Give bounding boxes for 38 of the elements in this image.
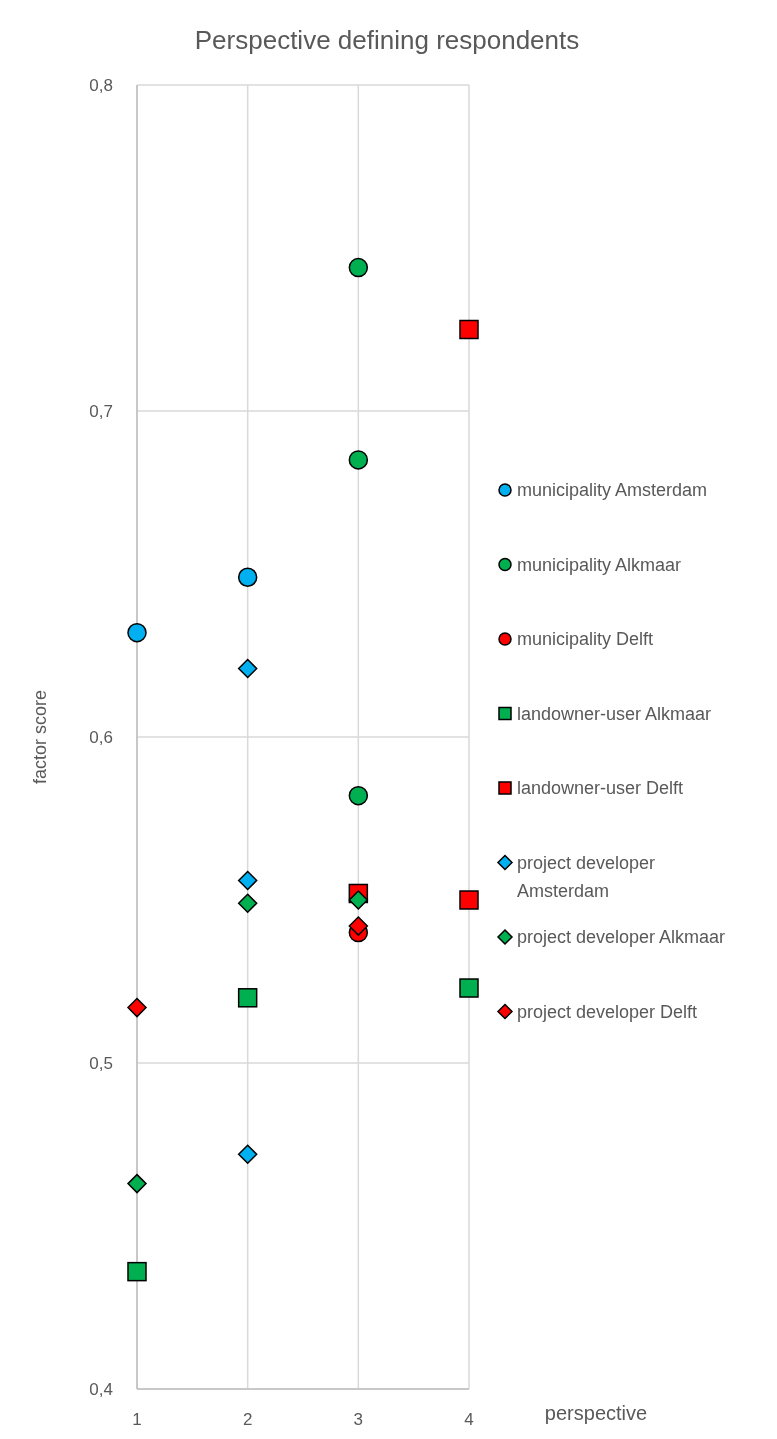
point (127, 1261, 147, 1282)
x-tick-label: 4 (464, 1409, 474, 1429)
point (237, 870, 258, 891)
x-tick-label: 1 (132, 1409, 142, 1429)
y-axis-title: factor score (30, 689, 51, 785)
legend-label: project developer Amsterdam (517, 852, 656, 901)
point (237, 893, 258, 914)
point (237, 658, 258, 679)
legend-label: municipality Amsterdam (517, 480, 708, 501)
point (348, 257, 369, 278)
legend-label: landowner-user Delft (517, 778, 684, 799)
legend-label: municipality Delft (517, 629, 654, 650)
point (237, 567, 258, 588)
point (348, 916, 369, 936)
y-tick-label: 0,7 (89, 401, 113, 421)
point (348, 890, 369, 910)
point (348, 450, 369, 470)
x-tick-label: 3 (353, 1409, 364, 1429)
y-tick-label: 0,8 (89, 75, 113, 95)
point (459, 319, 479, 340)
x-axis-title: perspective (544, 1402, 648, 1424)
point (459, 978, 479, 998)
legend-label: municipality Alkmaar (517, 554, 682, 575)
point (348, 785, 369, 806)
point (459, 890, 479, 910)
point (127, 622, 147, 643)
legend-label: project developer Alkmaar (517, 927, 726, 948)
y-tick-label: 0,5 (89, 1053, 113, 1073)
point (237, 988, 258, 1008)
y-tick-label: 0,6 (89, 727, 113, 747)
point (237, 1144, 258, 1165)
x-tick-label: 2 (242, 1409, 253, 1429)
point (127, 1173, 147, 1194)
y-tick-label: 0,4 (89, 1379, 113, 1399)
chart-title: Perspective defining respondents (194, 25, 580, 56)
legend-label: landowner-user Alkmaar (517, 703, 712, 724)
point (127, 997, 147, 1018)
legend-label: project developer Delft (517, 1001, 698, 1022)
